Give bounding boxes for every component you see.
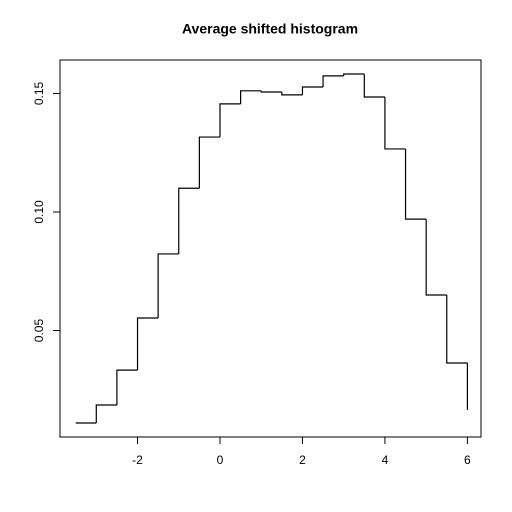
step-segment	[384, 96, 406, 150]
y-tick-label: 0.10	[32, 200, 46, 224]
step-segment	[95, 404, 117, 424]
step-segment	[136, 317, 159, 371]
step-segment	[301, 86, 324, 95]
x-tick-label: 4	[382, 453, 389, 467]
step-segment	[425, 219, 447, 296]
plot-frame	[59, 59, 482, 438]
x-tick-label: 2	[299, 453, 306, 467]
y-tick-label: 0.05	[32, 319, 46, 343]
step-segment	[240, 90, 262, 104]
chart-title: Average shifted histogram	[182, 21, 358, 37]
step-segment	[219, 103, 241, 138]
step-segment	[446, 294, 468, 364]
x-tick-label: 6	[464, 453, 471, 467]
step-segment	[363, 73, 385, 98]
step-segment	[322, 75, 344, 88]
step-segment	[157, 253, 179, 318]
step-segment	[116, 369, 138, 405]
step-segment	[281, 92, 303, 96]
step-segment	[260, 90, 282, 93]
step-segment	[198, 136, 220, 189]
step-segment	[404, 148, 427, 220]
x-tick-label: 0	[217, 453, 224, 467]
y-tick-label: 0.15	[32, 81, 46, 105]
x-tick-label: -2	[132, 453, 143, 467]
step-segment	[343, 73, 365, 76]
step-segment	[178, 187, 200, 254]
